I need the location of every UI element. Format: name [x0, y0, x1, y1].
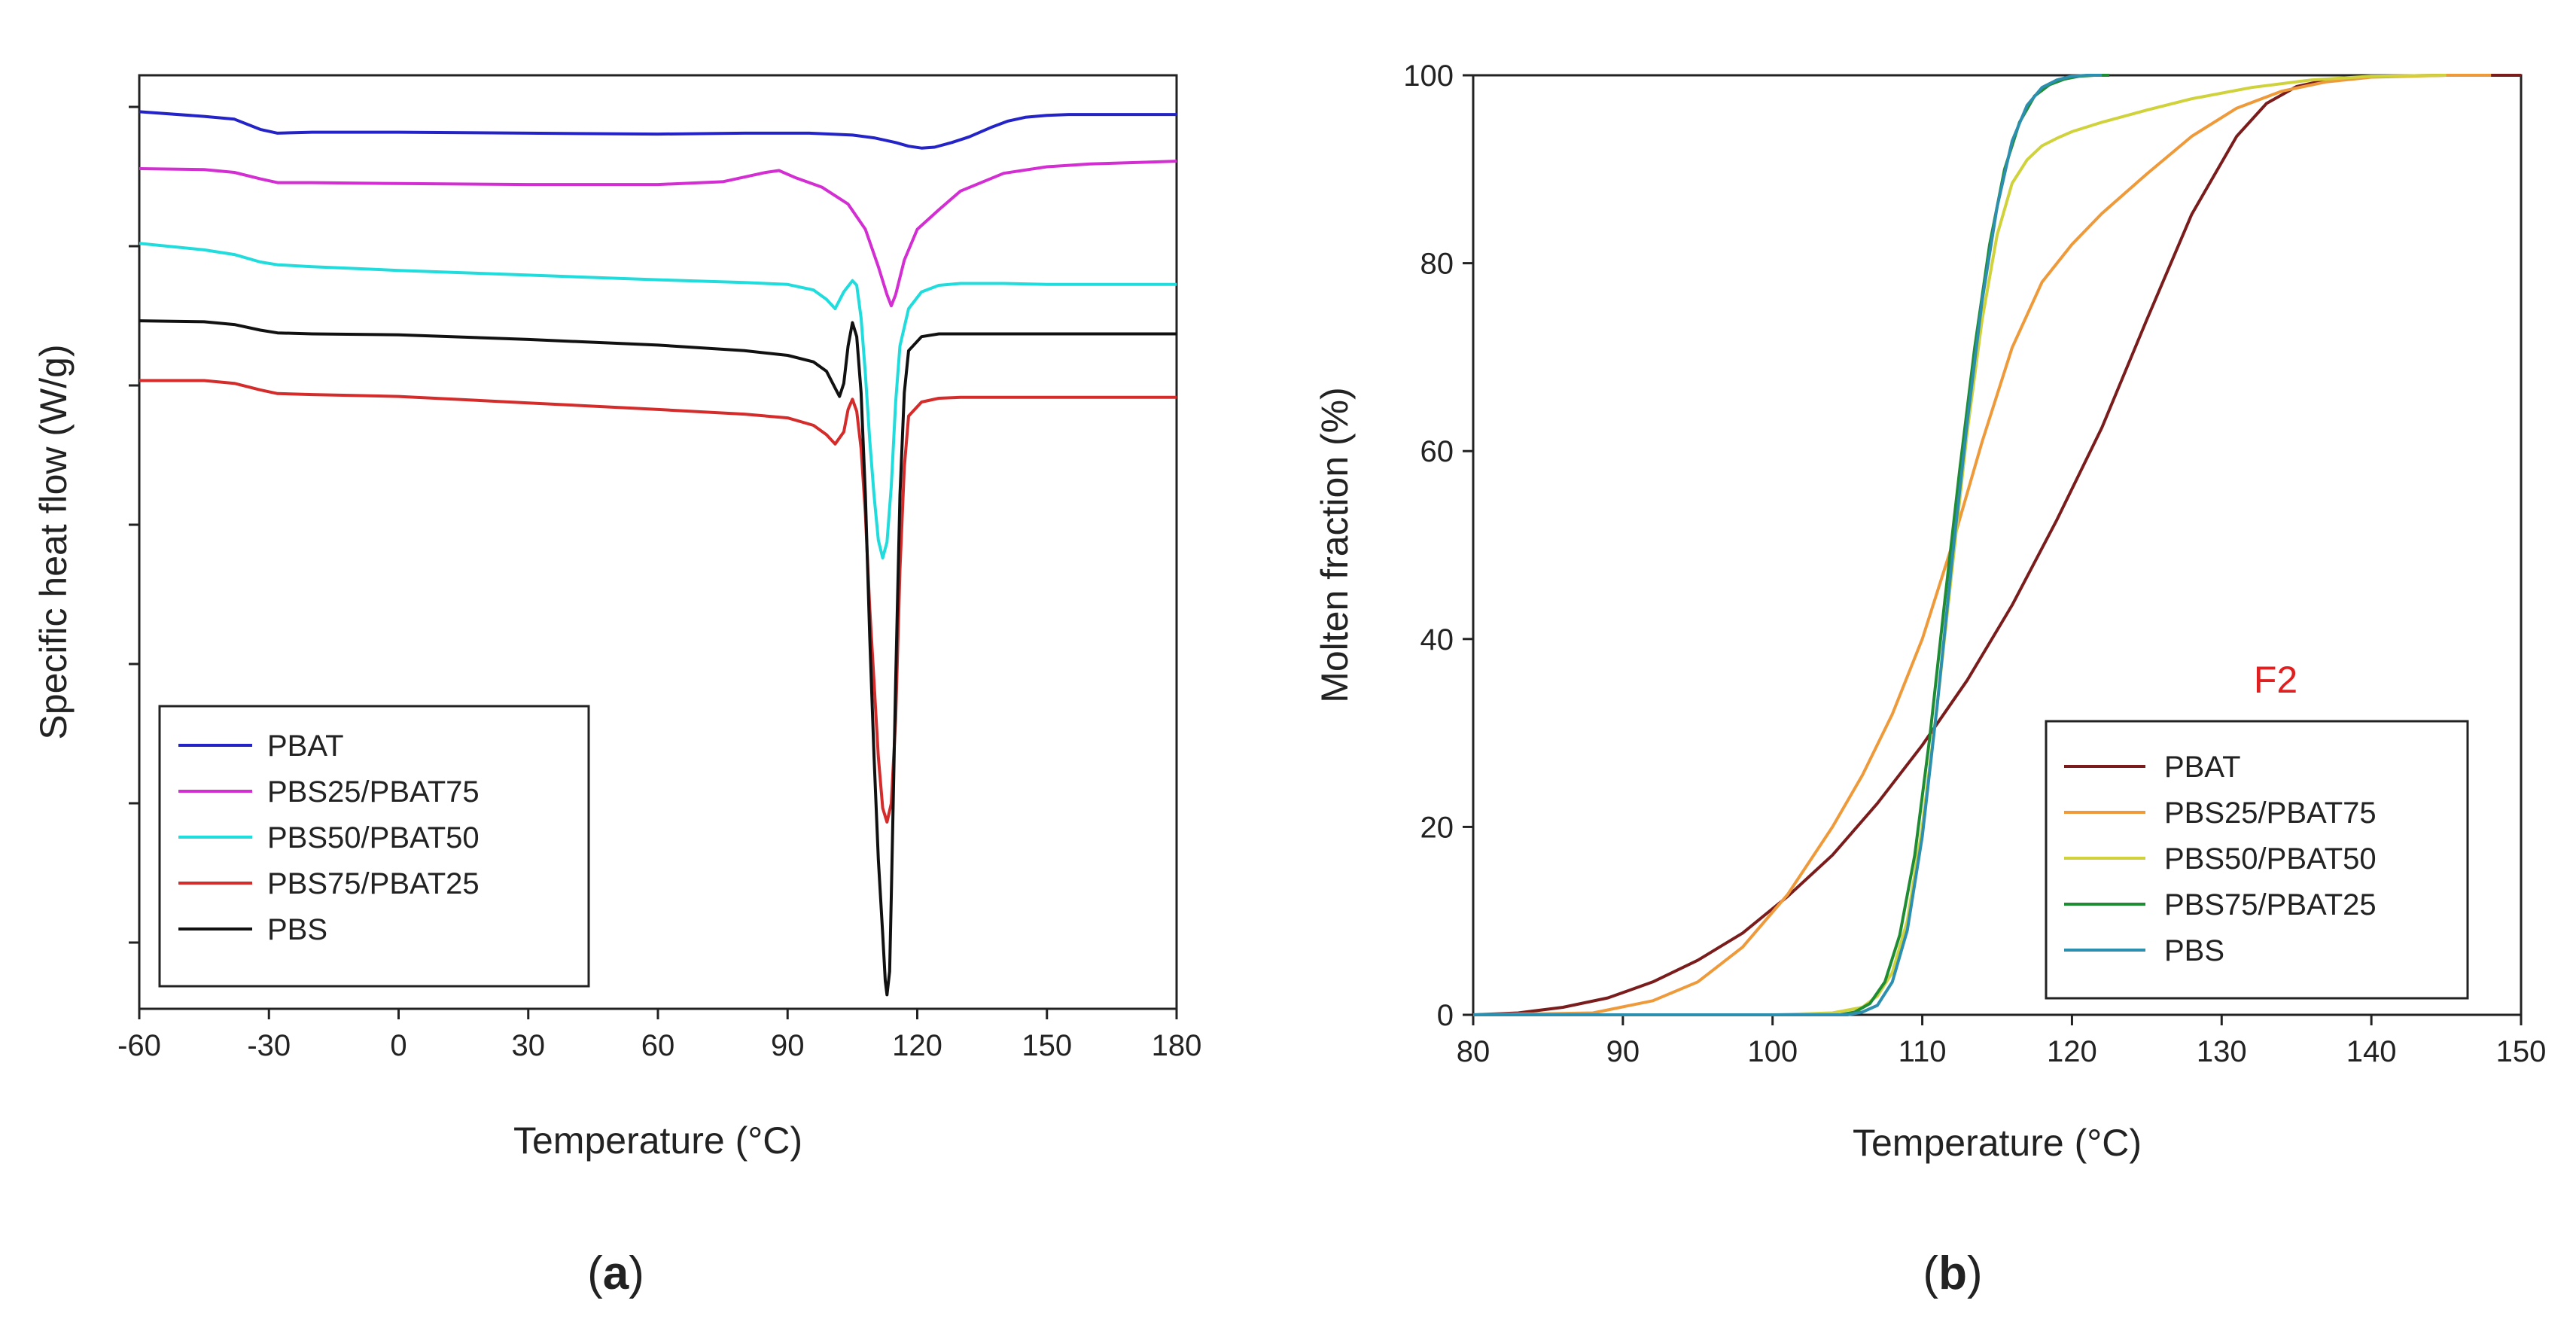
x-tick-label: -30: [247, 1029, 291, 1062]
series-line-pbat: [1472, 74, 2521, 1016]
panel-a-dsc-chart: -60 -30 0 30 60 90 120 150 180 Temperature (°C) …: [32, 74, 1201, 1162]
y-tick-label: 60: [1420, 435, 1454, 468]
series-line-pbs25-pbat75: [1472, 74, 2492, 1016]
panel-b-x-axis-ticks: 80 90 100 110 120 130 140 150: [1457, 1015, 2547, 1068]
series-line-pbs: [1473, 74, 2103, 1016]
legend-entry: PBS25/PBAT75: [2164, 796, 2377, 830]
panel-a-legend-box: [158, 705, 590, 988]
panel-b-annotation-f2: F2: [2254, 659, 2297, 701]
legend-entry: PBS75/PBAT25: [2164, 888, 2377, 921]
x-tick-label: 120: [892, 1029, 942, 1062]
panel-b-plot-frame: [1472, 74, 2523, 1016]
series-line-pbat: [139, 110, 1177, 150]
panel-b-legend: PBAT PBS25/PBAT75 PBS50/PBAT50 PBS75/PBAT25…: [2045, 720, 2469, 1000]
series-line-pbs25-pbat75: [139, 160, 1177, 308]
x-tick-label: 130: [2197, 1035, 2247, 1068]
x-tick-label: 180: [1152, 1029, 1202, 1062]
series-line-pbs50-pbat50: [139, 242, 1177, 560]
series-line-pbs50-pbat50: [1473, 74, 2447, 1016]
x-tick-label: 150: [2496, 1035, 2547, 1068]
panel-b-molten-fraction-chart: 80 90 100 110 120 130 140 150 0 20 40 60 80 100 Temp…: [1314, 59, 2546, 1164]
panel-a-x-axis-ticks: -60 -30 0 30 60 90 120 150 180: [117, 1009, 1201, 1062]
panel-a-y-axis-ticks: [129, 105, 139, 944]
legend-entry: PBAT: [267, 729, 344, 763]
x-tick-label: 90: [1606, 1035, 1640, 1068]
legend-entry: PBS25/PBAT75: [267, 775, 480, 809]
panel-b-series-lines: [1472, 74, 2521, 1016]
x-tick-label: 100: [1747, 1035, 1798, 1068]
x-tick-label: 150: [1022, 1029, 1072, 1062]
x-tick-label: 120: [2047, 1035, 2097, 1068]
legend-entry: PBS50/PBAT50: [267, 821, 480, 854]
x-tick-label: 140: [2346, 1035, 2397, 1068]
x-tick-label: 80: [1457, 1035, 1490, 1068]
x-tick-label: 0: [390, 1029, 406, 1062]
y-tick-label: 100: [1403, 59, 1454, 93]
series-line-pbs75-pbat25: [1473, 74, 2110, 1016]
y-tick-label: 80: [1420, 248, 1454, 281]
panel-a-y-axis-label: Specific heat flow (W/g): [32, 344, 75, 739]
panel-b-x-axis-label: Temperature (°C): [1853, 1122, 2142, 1164]
x-tick-label: 30: [512, 1029, 546, 1062]
caption-a: (a): [587, 1247, 644, 1299]
legend-entry: PBS: [2164, 934, 2224, 967]
caption-b: (b): [1923, 1247, 1982, 1299]
legend-entry: PBAT: [2164, 751, 2241, 784]
x-tick-label: -60: [117, 1029, 161, 1062]
series-line-pbs: [139, 319, 1177, 997]
panel-a-x-axis-label: Temperature (°C): [513, 1119, 802, 1162]
series-line-pbs75-pbat25: [139, 379, 1177, 824]
legend-entry: PBS: [267, 913, 327, 946]
y-tick-label: 20: [1420, 811, 1454, 844]
panel-a-series-lines: [139, 110, 1177, 997]
y-tick-label: 0: [1437, 999, 1454, 1032]
legend-entry: PBS75/PBAT25: [267, 867, 480, 900]
panel-b-y-axis-label: Molten fraction (%): [1314, 387, 1356, 703]
y-tick-label: 40: [1420, 623, 1454, 656]
x-tick-label: 60: [641, 1029, 675, 1062]
panel-b-y-axis-ticks: 0 20 40 60 80 100: [1403, 59, 1473, 1032]
x-tick-label: 110: [1899, 1035, 1947, 1068]
legend-entry: PBS50/PBAT50: [2164, 842, 2377, 876]
x-tick-label: 90: [771, 1029, 805, 1062]
panel-a-legend: PBAT PBS25/PBAT75 PBS50/PBAT50 PBS75/PBAT25…: [158, 705, 590, 988]
